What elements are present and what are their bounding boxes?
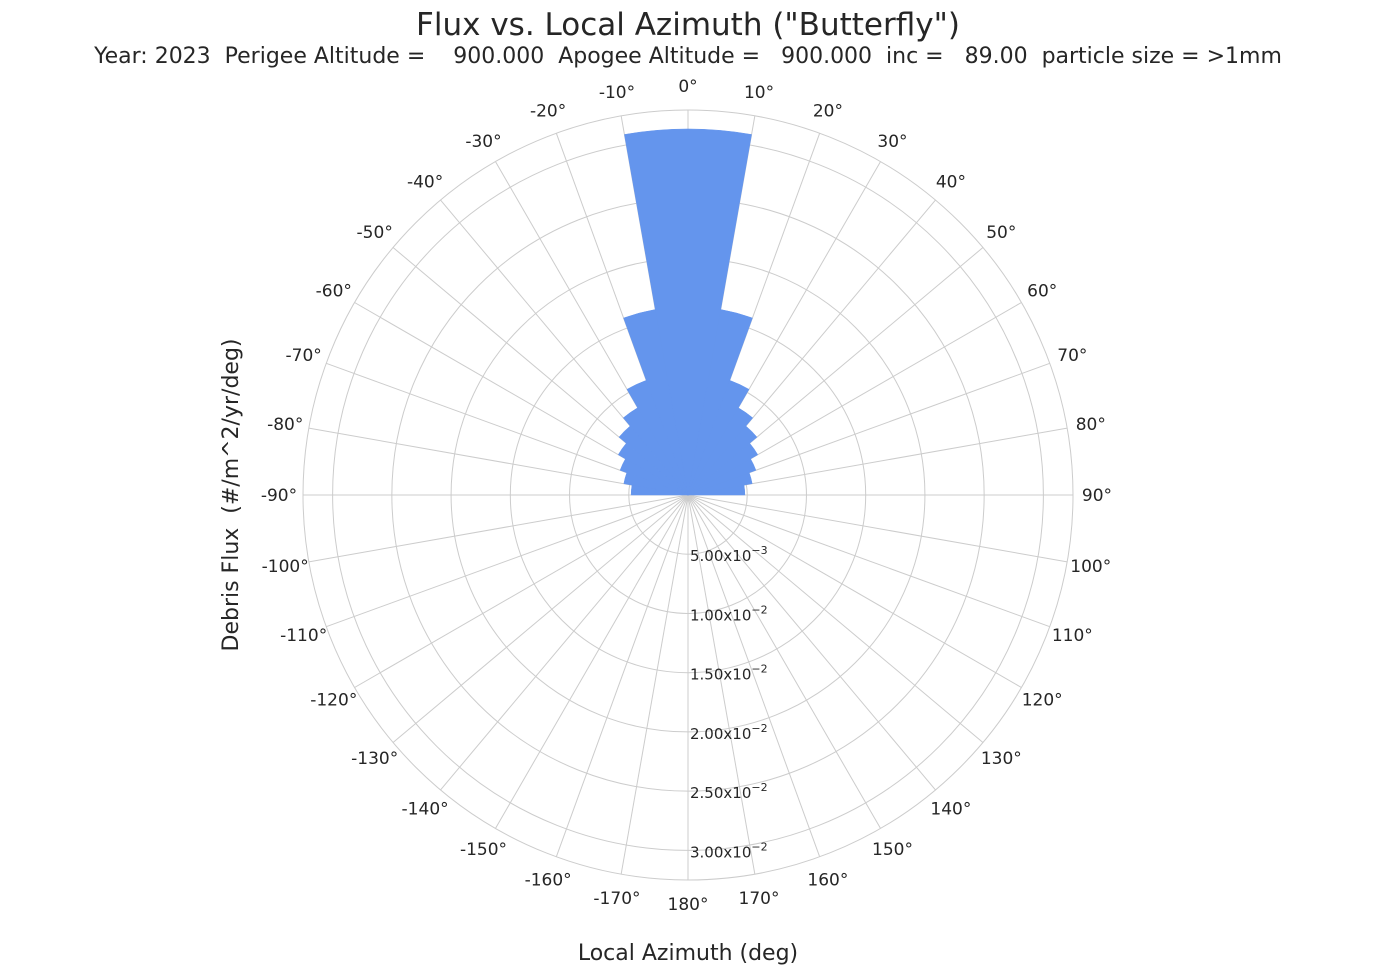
azimuth-gridline — [687, 494, 821, 857]
chart-subtitle: Year: 2023 Perigee Altitude = 900.000 Ap… — [93, 44, 1282, 69]
azimuth-tick-labels: 0° 10° 20° 30° 40° 50° 60° 70° 80° 90° 100° 110° 120… — [261, 77, 1112, 915]
azimuth-tick-label: 10° — [744, 83, 774, 103]
azimuth-tick-label: 50° — [986, 223, 1016, 243]
flux-bar — [687, 472, 753, 496]
azimuth-tick-label: 20° — [813, 102, 843, 122]
radial-tick-label: 5.00x10−3 — [690, 544, 768, 565]
radial-tick-labels: 5.00x10−3 1.00x10−2 1.50x10−2 2.00x10−2 2.50… — [690, 544, 768, 861]
azimuth-gridline — [620, 494, 689, 875]
flux-bar — [623, 472, 689, 496]
azimuth-tick-label: 90° — [1082, 486, 1112, 506]
radial-tick-label: 2.50x10−2 — [690, 781, 768, 802]
flux-bar — [687, 484, 746, 496]
azimuth-gridline — [687, 494, 1022, 688]
flux-bar — [630, 484, 689, 496]
azimuth-gridline — [326, 494, 689, 628]
azimuth-tick-label: 40° — [936, 173, 966, 193]
azimuth-gridline — [555, 494, 689, 857]
azimuth-tick-label: 160° — [807, 870, 848, 890]
azimuth-gridline — [687, 494, 1050, 628]
azimuth-tick-label: 140° — [930, 799, 971, 819]
azimuth-tick-label: 120° — [1022, 691, 1063, 711]
y-axis-label: Debris Flux (#/m^2/yr/deg) — [219, 339, 244, 652]
azimuth-tick-label: -10° — [599, 83, 635, 103]
azimuth-tick-label: 80° — [1076, 415, 1106, 435]
flux-bar — [687, 458, 757, 496]
azimuth-tick-label: -40° — [407, 173, 443, 193]
radial-tick-label: 2.00x10−2 — [690, 722, 768, 743]
azimuth-tick-label: -140° — [402, 799, 449, 819]
flux-bar — [619, 458, 689, 496]
azimuth-tick-label: 70° — [1057, 346, 1087, 366]
flux-bar — [626, 380, 689, 496]
azimuth-tick-label: -90° — [261, 486, 297, 506]
azimuth-gridline — [392, 494, 689, 743]
azimuth-tick-label: -20° — [530, 102, 566, 122]
azimuth-tick-label: 110° — [1052, 626, 1093, 646]
flux-bar — [687, 425, 758, 496]
flux-bar — [618, 425, 689, 496]
azimuth-gridline — [687, 494, 756, 875]
azimuth-tick-label: -160° — [525, 870, 572, 890]
flux-bars — [617, 128, 759, 496]
azimuth-tick-label: -80° — [267, 415, 303, 435]
flux-bar — [687, 442, 759, 496]
flux-bar — [623, 309, 689, 496]
azimuth-tick-label: 180° — [668, 895, 709, 915]
azimuth-tick-label: -60° — [316, 282, 352, 302]
azimuth-tick-label: 150° — [872, 840, 913, 860]
flux-bar — [687, 407, 754, 496]
azimuth-gridline — [308, 494, 689, 563]
azimuth-tick-label: 30° — [877, 132, 907, 152]
flux-bar — [687, 309, 753, 496]
chart-title: Flux vs. Local Azimuth ("Butterfly") — [416, 7, 960, 43]
radial-tick-label: 1.00x10−2 — [690, 603, 768, 624]
flux-bar — [687, 380, 750, 496]
azimuth-tick-label: 170° — [739, 889, 780, 909]
azimuth-tick-label: -170° — [593, 889, 640, 909]
azimuth-tick-label: 0° — [678, 77, 697, 97]
radial-tick-label: 3.00x10−2 — [690, 840, 768, 861]
x-axis-label: Local Azimuth (deg) — [578, 941, 798, 966]
azimuth-tick-label: -50° — [357, 223, 393, 243]
azimuth-tick-label: 130° — [981, 749, 1022, 769]
azimuth-tick-label: -30° — [465, 132, 501, 152]
azimuth-tick-label: 100° — [1070, 557, 1111, 577]
flux-bar — [622, 407, 689, 496]
flux-bar — [617, 442, 689, 496]
azimuth-gridline — [495, 494, 689, 829]
azimuth-gridline — [687, 494, 936, 791]
azimuth-tick-label: -100° — [262, 557, 309, 577]
azimuth-tick-label: -130° — [351, 749, 398, 769]
azimuth-tick-label: -70° — [286, 346, 322, 366]
azimuth-gridline — [687, 494, 1068, 563]
azimuth-tick-label: -110° — [280, 626, 327, 646]
azimuth-tick-label: 60° — [1027, 282, 1057, 302]
azimuth-gridline — [440, 494, 689, 791]
azimuth-gridline — [687, 494, 881, 829]
azimuth-gridline — [354, 494, 689, 688]
azimuth-tick-label: -150° — [460, 840, 507, 860]
radial-tick-label: 1.50x10−2 — [690, 663, 768, 684]
azimuth-gridline — [687, 494, 984, 743]
azimuth-tick-label: -120° — [310, 691, 357, 711]
